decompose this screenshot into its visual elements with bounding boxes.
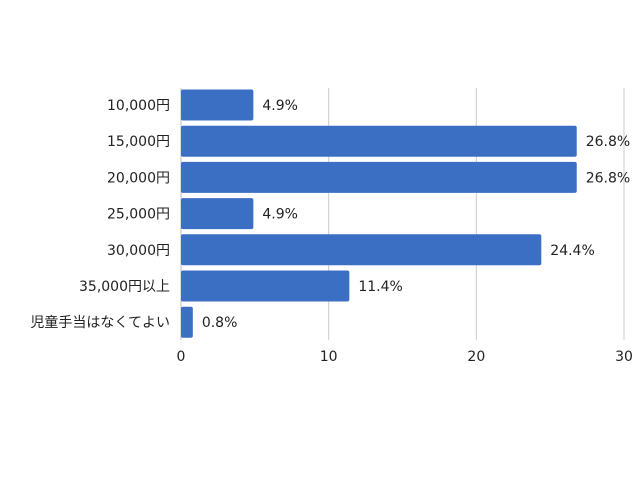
bar-value-label: 0.8% xyxy=(202,315,238,331)
bar-value-label: 26.8% xyxy=(586,134,630,150)
x-tick-label: 20 xyxy=(467,349,485,365)
x-tick-label: 30 xyxy=(615,349,633,365)
bar-value-label: 4.9% xyxy=(262,207,298,223)
category-label: 10,000円 xyxy=(107,98,170,114)
category-labels: 10,000円 15,000円 20,000円 25,000円 30,000円 35,00… xyxy=(30,98,170,331)
bar xyxy=(181,234,542,266)
category-label: 25,000円 xyxy=(107,207,170,223)
bar-value-label: 26.8% xyxy=(586,170,630,186)
x-tick-label: 10 xyxy=(320,349,338,365)
bar xyxy=(181,198,254,230)
bars xyxy=(181,89,577,338)
x-tick-label: 0 xyxy=(177,349,186,365)
category-label: 35,000円以上 xyxy=(79,279,170,295)
category-label: 児童手当はなくてよい xyxy=(30,314,170,331)
bar xyxy=(181,270,350,302)
value-labels: 4.9% 26.8% 26.8% 4.9% 24.4% 11.4% 0.8% xyxy=(202,98,630,331)
bar xyxy=(181,161,577,193)
category-label: 15,000円 xyxy=(107,134,170,150)
bar-value-label: 4.9% xyxy=(262,98,298,114)
bar-value-label: 11.4% xyxy=(358,279,402,295)
bar xyxy=(181,89,254,121)
bar xyxy=(181,125,577,157)
x-tick-labels: 0 10 20 30 xyxy=(177,349,633,365)
bar-value-label: 24.4% xyxy=(550,243,594,259)
category-label: 30,000円 xyxy=(107,243,170,259)
category-label: 20,000円 xyxy=(107,170,170,186)
bar xyxy=(181,306,193,338)
